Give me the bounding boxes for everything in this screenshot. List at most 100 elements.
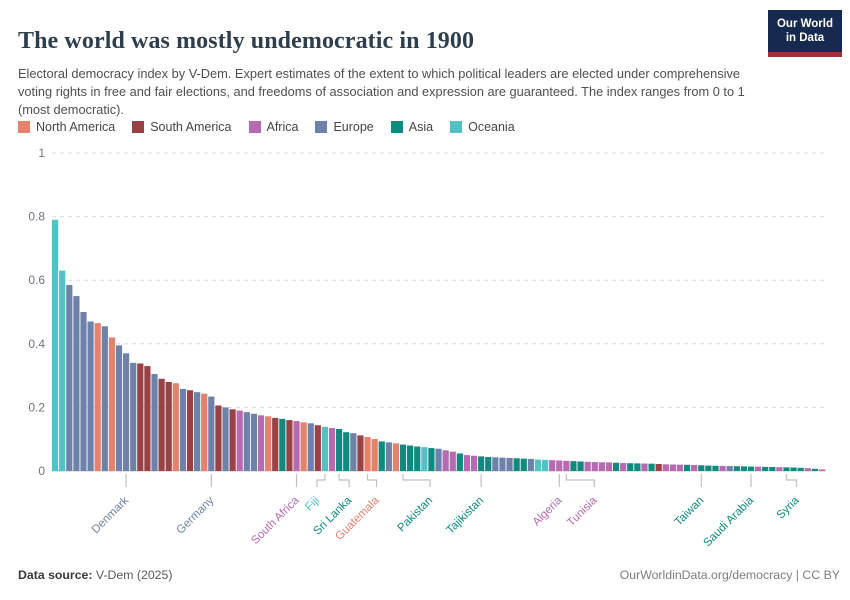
bar[interactable] (762, 466, 769, 471)
bar[interactable] (641, 463, 648, 471)
bar[interactable] (243, 412, 250, 471)
bar-saudi-arabia[interactable] (747, 466, 755, 471)
bar[interactable] (130, 362, 137, 471)
bar[interactable] (215, 405, 222, 471)
bar[interactable] (172, 383, 179, 471)
bar[interactable] (442, 450, 449, 471)
bar[interactable] (769, 467, 776, 471)
bar[interactable] (811, 468, 818, 471)
x-label-syria[interactable]: Syria (775, 494, 802, 521)
bar[interactable] (101, 326, 108, 471)
bar[interactable] (790, 467, 797, 471)
bar[interactable] (357, 435, 364, 471)
bar[interactable] (307, 423, 314, 471)
bar[interactable] (392, 443, 400, 471)
bar[interactable] (719, 465, 726, 471)
bar[interactable] (804, 468, 811, 471)
bar[interactable] (257, 415, 265, 471)
bar[interactable] (94, 323, 101, 471)
owid-logo[interactable]: Our World in Data (768, 10, 842, 57)
bar[interactable] (59, 270, 66, 471)
bar[interactable] (428, 448, 435, 471)
bar[interactable] (662, 464, 669, 471)
bar[interactable] (137, 363, 144, 471)
bar-tajikistan[interactable] (478, 456, 485, 471)
bar[interactable] (449, 451, 456, 471)
bar[interactable] (463, 455, 471, 471)
bar[interactable] (80, 312, 87, 471)
legend-item-europe[interactable]: Europe (315, 120, 374, 134)
bar[interactable] (179, 388, 187, 471)
bar[interactable] (328, 428, 336, 471)
bar[interactable] (456, 453, 463, 471)
bar[interactable] (541, 459, 549, 471)
bar[interactable] (73, 296, 80, 471)
bar-south-africa[interactable] (293, 421, 300, 471)
bar[interactable] (314, 425, 321, 471)
bar[interactable] (144, 366, 151, 471)
x-label-fiji[interactable]: Fiji (303, 495, 322, 514)
bar[interactable] (87, 321, 94, 471)
bar[interactable] (371, 438, 378, 471)
x-label-denmark[interactable]: Denmark (90, 494, 132, 536)
x-label-algeria[interactable]: Algeria (531, 494, 565, 528)
bar[interactable] (414, 446, 421, 471)
bar[interactable] (186, 390, 194, 471)
bar[interactable] (272, 417, 279, 471)
bar[interactable] (492, 457, 499, 471)
bar[interactable] (222, 407, 229, 471)
legend-item-africa[interactable]: Africa (248, 120, 298, 134)
bar[interactable] (236, 410, 243, 471)
bar[interactable] (577, 461, 584, 471)
bar[interactable] (726, 466, 733, 471)
bar[interactable] (108, 337, 116, 471)
bar[interactable] (584, 461, 591, 471)
bar[interactable] (115, 345, 123, 471)
bar-germany[interactable] (208, 396, 215, 471)
bar-pakistan[interactable] (399, 444, 407, 471)
bar[interactable] (740, 466, 747, 471)
bar-syria[interactable] (783, 467, 790, 471)
bar[interactable] (407, 445, 414, 471)
bar[interactable] (158, 378, 165, 471)
x-label-tajikistan[interactable]: Tajikistan (444, 495, 486, 537)
bar-guatemala[interactable] (364, 436, 371, 471)
bar[interactable] (648, 463, 655, 471)
bar[interactable] (655, 464, 662, 471)
bar[interactable] (286, 420, 293, 471)
bar[interactable] (435, 448, 442, 471)
bar[interactable] (627, 463, 634, 471)
bar[interactable] (66, 284, 73, 471)
bar[interactable] (265, 416, 272, 471)
bar[interactable] (612, 462, 620, 471)
bar[interactable] (797, 467, 804, 471)
bar[interactable] (470, 455, 478, 471)
footer-link[interactable]: OurWorldinData.org/democracy | CC BY (619, 568, 840, 582)
x-label-germany[interactable]: Germany (175, 494, 217, 536)
bar[interactable] (229, 409, 236, 471)
x-label-pakistan[interactable]: Pakistan (395, 495, 435, 535)
bar[interactable] (712, 465, 719, 471)
bar[interactable] (570, 461, 577, 471)
bar[interactable] (705, 465, 712, 471)
bar[interactable] (350, 433, 357, 471)
bar[interactable] (534, 459, 542, 471)
x-label-saudi-arabia[interactable]: Saudi Arabia (702, 494, 757, 549)
bar[interactable] (279, 418, 286, 471)
bar[interactable] (605, 462, 613, 471)
bar[interactable] (733, 466, 740, 471)
bar-algeria[interactable] (556, 460, 563, 471)
bar-sri-lanka[interactable] (336, 429, 343, 471)
bar-taiwan[interactable] (698, 465, 705, 471)
bar[interactable] (527, 458, 534, 471)
bar[interactable] (250, 413, 258, 471)
bar[interactable] (754, 466, 762, 471)
legend-item-asia[interactable]: Asia (390, 120, 433, 134)
bar[interactable] (385, 442, 392, 471)
bar[interactable] (669, 464, 676, 471)
bar[interactable] (194, 392, 201, 471)
bar[interactable] (549, 460, 556, 471)
bar[interactable] (499, 457, 506, 471)
bar[interactable] (506, 457, 513, 471)
bar[interactable] (818, 469, 826, 471)
